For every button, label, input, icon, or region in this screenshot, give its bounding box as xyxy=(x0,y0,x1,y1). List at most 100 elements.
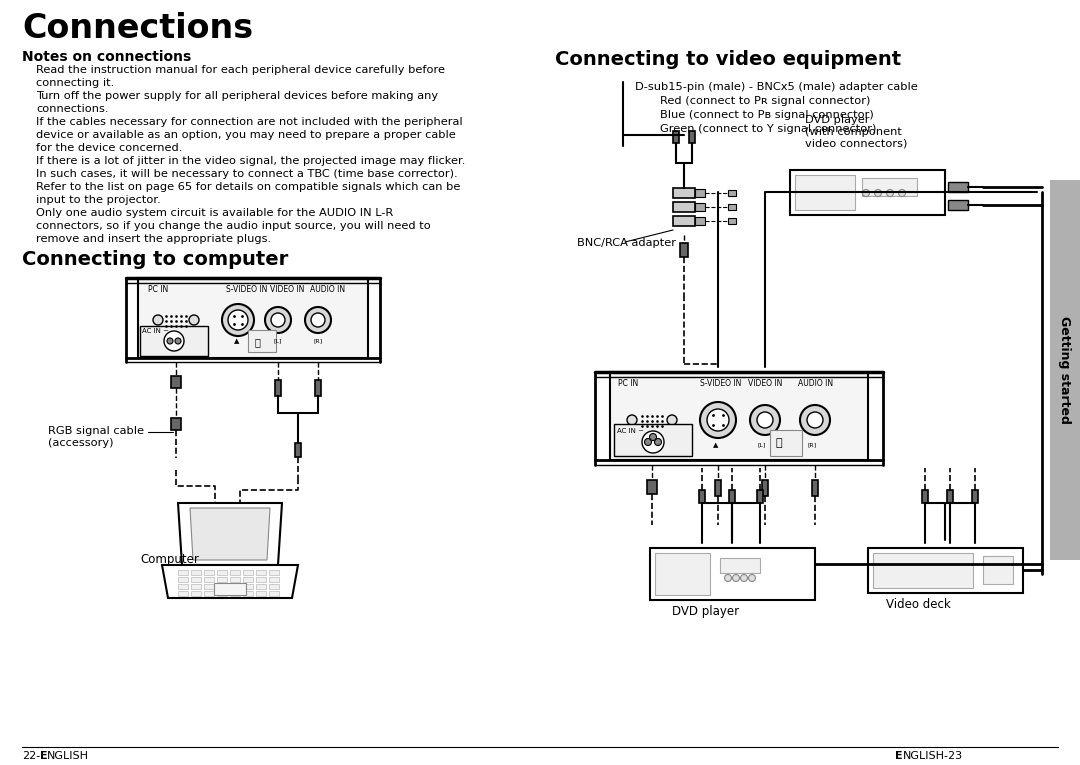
Bar xyxy=(680,243,688,257)
Text: PC IN: PC IN xyxy=(148,285,168,294)
Text: If the cables necessary for connection are not included with the peripheral: If the cables necessary for connection a… xyxy=(36,117,462,127)
Bar xyxy=(178,584,188,589)
Bar xyxy=(673,188,696,198)
Circle shape xyxy=(645,438,651,445)
Text: AUDIO IN: AUDIO IN xyxy=(310,285,346,294)
FancyBboxPatch shape xyxy=(627,402,676,438)
Circle shape xyxy=(642,431,664,453)
Bar xyxy=(673,216,696,226)
Circle shape xyxy=(228,310,248,330)
Text: Read the instruction manual for each peripheral device carefully before: Read the instruction manual for each per… xyxy=(36,65,445,75)
Bar xyxy=(947,490,953,503)
Text: D-sub15-pin (male) - BNCx5 (male) adapter cable: D-sub15-pin (male) - BNCx5 (male) adapte… xyxy=(635,82,918,92)
Text: ▲: ▲ xyxy=(234,338,240,344)
Bar xyxy=(204,577,214,582)
Text: input to the projector.: input to the projector. xyxy=(36,195,161,205)
Bar xyxy=(204,591,214,596)
Bar xyxy=(214,583,246,595)
FancyBboxPatch shape xyxy=(154,304,198,336)
Circle shape xyxy=(164,331,184,351)
Text: 🔒: 🔒 xyxy=(255,337,261,347)
Bar xyxy=(696,217,705,225)
Circle shape xyxy=(899,190,905,197)
Bar xyxy=(275,380,281,396)
Text: In such cases, it will be necessary to connect a TBC (time base corrector).: In such cases, it will be necessary to c… xyxy=(36,169,458,179)
Text: E: E xyxy=(895,751,903,761)
Bar xyxy=(269,584,279,589)
Bar xyxy=(191,577,201,582)
Text: Green (connect to Y signal connector): Green (connect to Y signal connector) xyxy=(660,124,876,134)
Circle shape xyxy=(649,434,657,441)
Circle shape xyxy=(271,313,285,327)
Bar xyxy=(140,326,208,356)
Text: 22-: 22- xyxy=(22,751,40,761)
Circle shape xyxy=(222,304,254,336)
Text: Connecting to computer: Connecting to computer xyxy=(22,250,288,269)
Text: Connecting to video equipment: Connecting to video equipment xyxy=(555,50,901,69)
Bar xyxy=(217,584,227,589)
Bar xyxy=(673,131,679,143)
Bar xyxy=(715,480,721,496)
Circle shape xyxy=(875,190,881,197)
Text: 🔒: 🔒 xyxy=(777,438,783,448)
Bar xyxy=(795,175,855,210)
Bar xyxy=(696,203,705,211)
Circle shape xyxy=(189,315,199,325)
Text: VIDEO IN: VIDEO IN xyxy=(748,379,782,388)
Text: ▲: ▲ xyxy=(713,442,718,448)
Circle shape xyxy=(175,338,181,344)
Bar xyxy=(191,570,201,575)
Ellipse shape xyxy=(726,435,754,449)
Circle shape xyxy=(700,402,735,438)
Circle shape xyxy=(153,315,163,325)
Bar xyxy=(256,584,266,589)
Text: DVD player
(with component
video connectors): DVD player (with component video connect… xyxy=(805,115,907,148)
Ellipse shape xyxy=(215,337,237,349)
Circle shape xyxy=(757,412,773,428)
Bar xyxy=(922,490,928,503)
Circle shape xyxy=(654,438,661,445)
Circle shape xyxy=(748,575,756,581)
Circle shape xyxy=(311,313,325,327)
Bar xyxy=(171,418,181,430)
Text: PC IN: PC IN xyxy=(618,379,638,388)
Text: [L]: [L] xyxy=(274,338,282,343)
Bar xyxy=(230,577,240,582)
Text: remove and insert the appropriate plugs.: remove and insert the appropriate plugs. xyxy=(36,234,271,244)
Bar xyxy=(217,591,227,596)
Text: NGLISH-23: NGLISH-23 xyxy=(903,751,963,761)
Text: RGB signal cable
(accessory): RGB signal cable (accessory) xyxy=(48,426,144,448)
Circle shape xyxy=(807,412,823,428)
Bar xyxy=(948,182,968,192)
Bar xyxy=(983,556,1013,584)
Bar xyxy=(269,591,279,596)
Bar xyxy=(217,577,227,582)
Text: AUDIO IN: AUDIO IN xyxy=(798,379,833,388)
Text: Only one audio system circuit is available for the AUDIO IN L-R: Only one audio system circuit is availab… xyxy=(36,208,393,218)
Text: VIDEO IN: VIDEO IN xyxy=(270,285,305,294)
Bar xyxy=(689,131,696,143)
Bar xyxy=(610,372,868,460)
Text: BNC/RCA adapter: BNC/RCA adapter xyxy=(577,238,676,248)
Text: Refer to the list on page 65 for details on compatible signals which can be: Refer to the list on page 65 for details… xyxy=(36,182,460,192)
Bar xyxy=(789,170,945,215)
Bar xyxy=(315,380,321,396)
Circle shape xyxy=(627,415,637,425)
Bar xyxy=(217,570,227,575)
Bar xyxy=(269,577,279,582)
Text: If there is a lot of jitter in the video signal, the projected image may flicker: If there is a lot of jitter in the video… xyxy=(36,156,465,166)
Bar xyxy=(720,558,760,573)
Text: for the device concerned.: for the device concerned. xyxy=(36,143,183,153)
Bar xyxy=(673,202,696,212)
Circle shape xyxy=(800,405,831,435)
Bar xyxy=(191,584,201,589)
Circle shape xyxy=(887,190,893,197)
Text: connectors, so if you change the audio input source, you will need to: connectors, so if you change the audio i… xyxy=(36,221,431,231)
Circle shape xyxy=(167,338,173,344)
Circle shape xyxy=(732,575,740,581)
Bar xyxy=(171,376,181,388)
Bar xyxy=(862,178,917,196)
Text: Connections: Connections xyxy=(22,12,253,45)
Text: Red (connect to Pʀ signal connector): Red (connect to Pʀ signal connector) xyxy=(660,96,870,106)
Bar xyxy=(696,189,705,197)
